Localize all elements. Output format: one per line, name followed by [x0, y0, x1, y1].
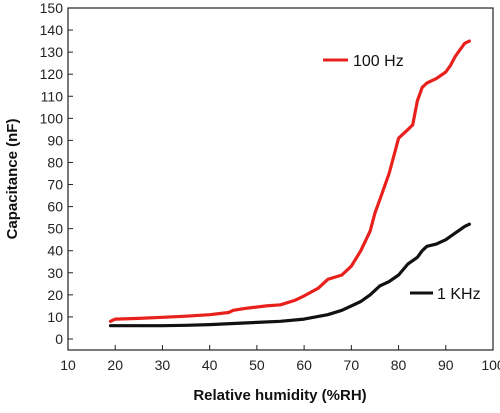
- plot-area: 0 10 20 30 40 50 60 70 80 90 100 110 120 130 140 150 10…: [40, 0, 500, 373]
- x-tick-label: 90: [438, 357, 454, 373]
- y-tick-label: 70: [47, 177, 63, 193]
- y-tick-label: 130: [40, 44, 64, 60]
- x-axis-ticks: 10 20 30 40 50 60 70 80 90 100: [60, 345, 500, 373]
- y-tick-label: 110: [41, 88, 64, 104]
- x-tick-label: 50: [249, 357, 265, 373]
- legend-label-100hz: 100 Hz: [353, 53, 404, 70]
- y-tick-label: 40: [47, 243, 63, 259]
- legend-label-1khz: 1 KHz: [437, 286, 481, 303]
- y-tick-label: 50: [47, 221, 63, 237]
- y-tick-label: 60: [47, 199, 63, 215]
- y-tick-label: 120: [40, 66, 64, 82]
- series-line-1-khz: [108, 222, 471, 328]
- legend-100hz: 100 Hz: [323, 53, 404, 70]
- x-tick-label: 20: [107, 357, 123, 373]
- plot-frame: [67, 7, 494, 351]
- y-tick-label: 90: [47, 132, 63, 148]
- legend-1khz: 1 KHz: [410, 286, 481, 303]
- y-tick-label: 10: [47, 309, 63, 325]
- y-tick-label: 80: [47, 154, 63, 170]
- x-tick-label: 40: [202, 357, 218, 373]
- x-tick-label: 60: [296, 357, 312, 373]
- series-line-100-hz: [108, 39, 471, 323]
- y-axis-title: Capacitance (nF): [4, 119, 21, 240]
- y-tick-label: 140: [40, 22, 64, 38]
- x-tick-label: 80: [391, 357, 407, 373]
- y-tick-label: 150: [40, 0, 64, 16]
- y-tick-label: 100: [40, 110, 64, 126]
- y-axis-ticks: 0 10 20 30 40 50 60 70 80 90 100 110 120 130 140 150: [40, 0, 73, 347]
- x-tick-label: 30: [155, 357, 171, 373]
- y-tick-label: 0: [55, 331, 63, 347]
- series-layer: [108, 39, 471, 328]
- x-tick-label: 100: [481, 357, 500, 373]
- x-tick-label: 70: [344, 357, 360, 373]
- y-tick-label: 30: [47, 265, 63, 281]
- x-tick-label: 10: [60, 357, 76, 373]
- x-axis-title: Relative humidity (%RH): [193, 387, 366, 404]
- y-tick-label: 20: [47, 287, 63, 303]
